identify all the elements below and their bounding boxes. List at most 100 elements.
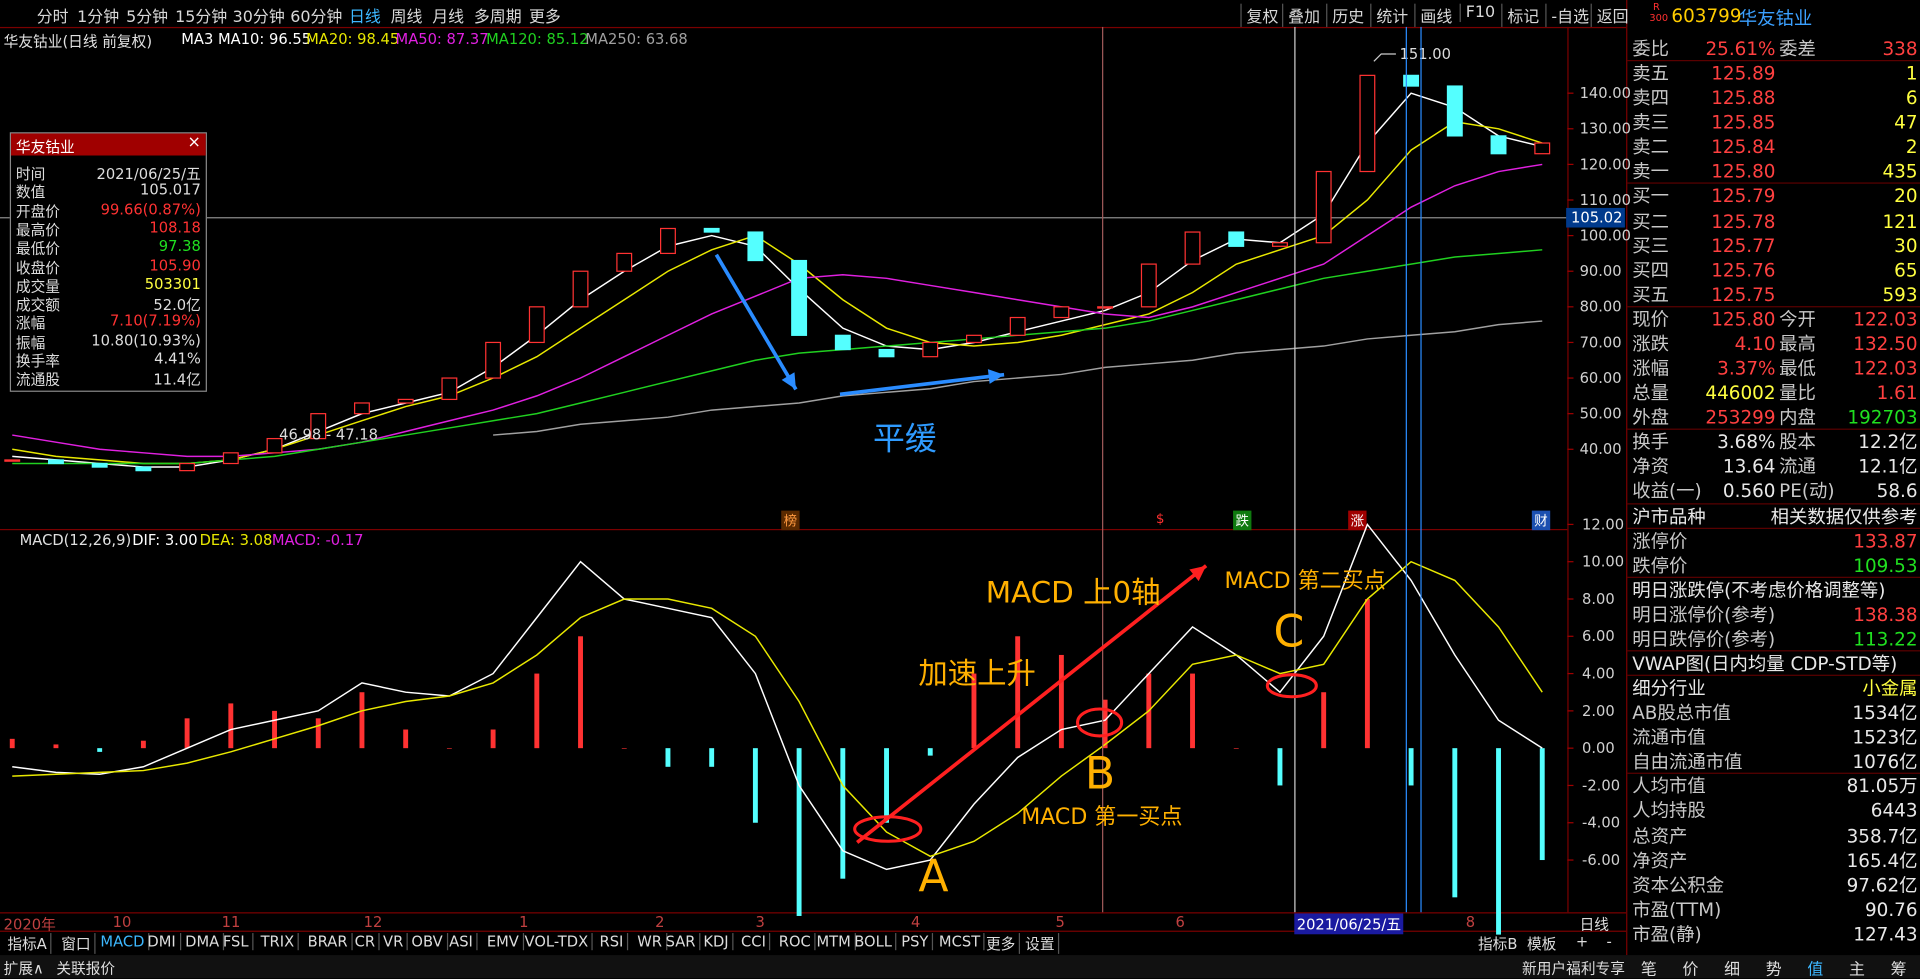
stock-code: 603799 bbox=[1671, 4, 1742, 27]
indicator-tab[interactable]: DMI bbox=[144, 933, 181, 951]
price-marker-box bbox=[1566, 207, 1625, 228]
tool-button[interactable]: 标记 bbox=[1501, 3, 1539, 27]
quote-tab[interactable]: 主 bbox=[1848, 961, 1865, 979]
indicator-tab[interactable]: 设置 bbox=[1021, 933, 1060, 954]
indicator-tab[interactable]: CCI bbox=[737, 933, 771, 951]
indicator-tab[interactable]: WR bbox=[634, 933, 667, 951]
indicator-tab[interactable]: OBV bbox=[408, 933, 448, 951]
x-tick-label: 4 bbox=[911, 913, 921, 931]
high-label: 151.00 bbox=[1400, 46, 1451, 63]
macd-bar bbox=[403, 729, 409, 749]
tool-button[interactable]: 返回 bbox=[1590, 3, 1629, 27]
quote-label: 明日涨停价(参考) bbox=[1632, 603, 1776, 626]
indicator-tab[interactable]: 窗口 bbox=[58, 933, 96, 954]
quote-tab[interactable]: 值 bbox=[1807, 961, 1824, 979]
indicator-tab[interactable]: + bbox=[1575, 933, 1589, 951]
indicator-tab[interactable]: EMV bbox=[483, 933, 524, 951]
indicator-tab[interactable]: MCST bbox=[935, 933, 986, 951]
info-value: 108.18 bbox=[149, 219, 201, 237]
indicator-tab[interactable]: TRIX bbox=[257, 933, 300, 951]
tool-button[interactable]: F10 bbox=[1459, 3, 1495, 23]
indicator-tab[interactable]: MTM bbox=[813, 933, 856, 951]
period-button[interactable]: 分时 bbox=[36, 8, 69, 27]
period-button[interactable]: 更多 bbox=[528, 8, 561, 27]
row-separator bbox=[1627, 305, 1920, 308]
candle bbox=[179, 462, 196, 472]
indicator-tab[interactable]: 指标B bbox=[1477, 935, 1518, 953]
period-button[interactable]: 1分钟 bbox=[77, 8, 120, 27]
quote-volume: 20 bbox=[1894, 185, 1918, 208]
indicator-tab[interactable]: DMA bbox=[181, 933, 225, 951]
period-button[interactable]: 60分钟 bbox=[290, 8, 343, 27]
quote-tab[interactable]: 势 bbox=[1765, 961, 1782, 979]
indicator-tab[interactable]: KDJ bbox=[700, 933, 734, 951]
row-separator bbox=[1627, 60, 1920, 62]
event-tag[interactable]: 涨 bbox=[1348, 510, 1367, 531]
indicator-tab[interactable]: FSL bbox=[219, 933, 254, 951]
quote-value: 0.560 bbox=[1722, 480, 1776, 503]
macd-bar bbox=[534, 673, 540, 749]
annotation-layer bbox=[714, 253, 1318, 844]
tool-button[interactable]: 复权 bbox=[1240, 3, 1278, 27]
quote-tab[interactable]: 价 bbox=[1682, 961, 1699, 979]
macd-bar bbox=[1364, 598, 1370, 749]
status-item[interactable]: 扩展∧ bbox=[3, 960, 44, 978]
ma-legend: MA10: 96.55 bbox=[217, 30, 312, 48]
candle bbox=[878, 348, 895, 358]
quote-tab[interactable]: 笔 bbox=[1640, 961, 1657, 979]
annotation: MACD 上0轴 bbox=[985, 575, 1161, 610]
period-button[interactable]: 15分钟 bbox=[175, 8, 228, 27]
indicator-tab[interactable]: MACD bbox=[97, 933, 150, 951]
macd-bar bbox=[709, 748, 715, 767]
candle bbox=[660, 227, 676, 255]
event-tag[interactable]: 财 bbox=[1531, 510, 1551, 531]
quote-tab[interactable]: 筹 bbox=[1890, 961, 1907, 979]
indicator-tab[interactable]: ASI bbox=[445, 933, 478, 951]
quote-value: 12.2亿 bbox=[1858, 431, 1918, 454]
period-button[interactable]: 多周期 bbox=[473, 8, 522, 27]
cursor-line bbox=[1405, 26, 1407, 913]
macd-bar bbox=[752, 748, 758, 823]
indicator-tab[interactable]: PSY bbox=[898, 933, 934, 951]
quote-label: 卖一 bbox=[1632, 160, 1669, 183]
quote-tab[interactable]: 细 bbox=[1724, 961, 1741, 979]
indicator-tab[interactable]: VOL-TDX bbox=[521, 933, 594, 951]
event-tag[interactable]: 榜 bbox=[781, 510, 800, 531]
period-button[interactable]: 月线 bbox=[432, 8, 465, 27]
period-button[interactable]: 周线 bbox=[390, 8, 423, 27]
macd-bar bbox=[1539, 748, 1545, 861]
indicator-tab[interactable]: SAR bbox=[662, 933, 701, 951]
indicator-tab[interactable]: 指标A bbox=[4, 933, 52, 954]
indicator-tab[interactable]: ROC bbox=[775, 933, 816, 951]
indicator-tab[interactable]: 模板 bbox=[1526, 935, 1557, 953]
period-button[interactable]: 5分钟 bbox=[126, 8, 169, 27]
ma-line bbox=[493, 320, 1543, 436]
tool-button[interactable]: 叠加 bbox=[1282, 3, 1320, 27]
tool-button[interactable]: -自选 bbox=[1545, 3, 1589, 27]
period-button[interactable]: 30分钟 bbox=[232, 8, 285, 27]
indicator-tab[interactable]: RSI bbox=[596, 933, 629, 951]
y-tick-label: -2.00 bbox=[1582, 777, 1620, 794]
candle bbox=[266, 437, 283, 454]
tool-button[interactable]: 画线 bbox=[1414, 3, 1452, 27]
status-item[interactable]: 关联报价 bbox=[56, 960, 116, 978]
event-tag[interactable]: $ bbox=[1153, 510, 1167, 527]
status-item[interactable]: 新用户福利专享 bbox=[1522, 960, 1625, 978]
close-icon[interactable]: × bbox=[187, 133, 201, 152]
indicator-tab[interactable]: BOLL bbox=[851, 933, 897, 951]
indicator-tab[interactable]: CR bbox=[351, 933, 380, 951]
indicator-tab[interactable]: VR bbox=[379, 933, 409, 951]
y-tick-label: 120.00 bbox=[1580, 156, 1631, 173]
indicator-tab[interactable]: BRAR bbox=[304, 933, 353, 951]
frame-line bbox=[1567, 26, 1569, 913]
indicator-tab[interactable]: - bbox=[1606, 933, 1612, 951]
quote-value: 122.03 bbox=[1853, 357, 1918, 380]
tool-button[interactable]: 历史 bbox=[1326, 3, 1364, 27]
event-tag[interactable]: 跌 bbox=[1233, 510, 1252, 531]
tool-button[interactable]: 统计 bbox=[1370, 3, 1408, 27]
candle bbox=[1140, 263, 1157, 308]
quote-volume: 121 bbox=[1882, 210, 1918, 233]
macd-bar bbox=[578, 636, 583, 749]
period-button[interactable]: 日线 bbox=[348, 8, 381, 27]
indicator-tab[interactable]: 更多 bbox=[982, 933, 1021, 954]
